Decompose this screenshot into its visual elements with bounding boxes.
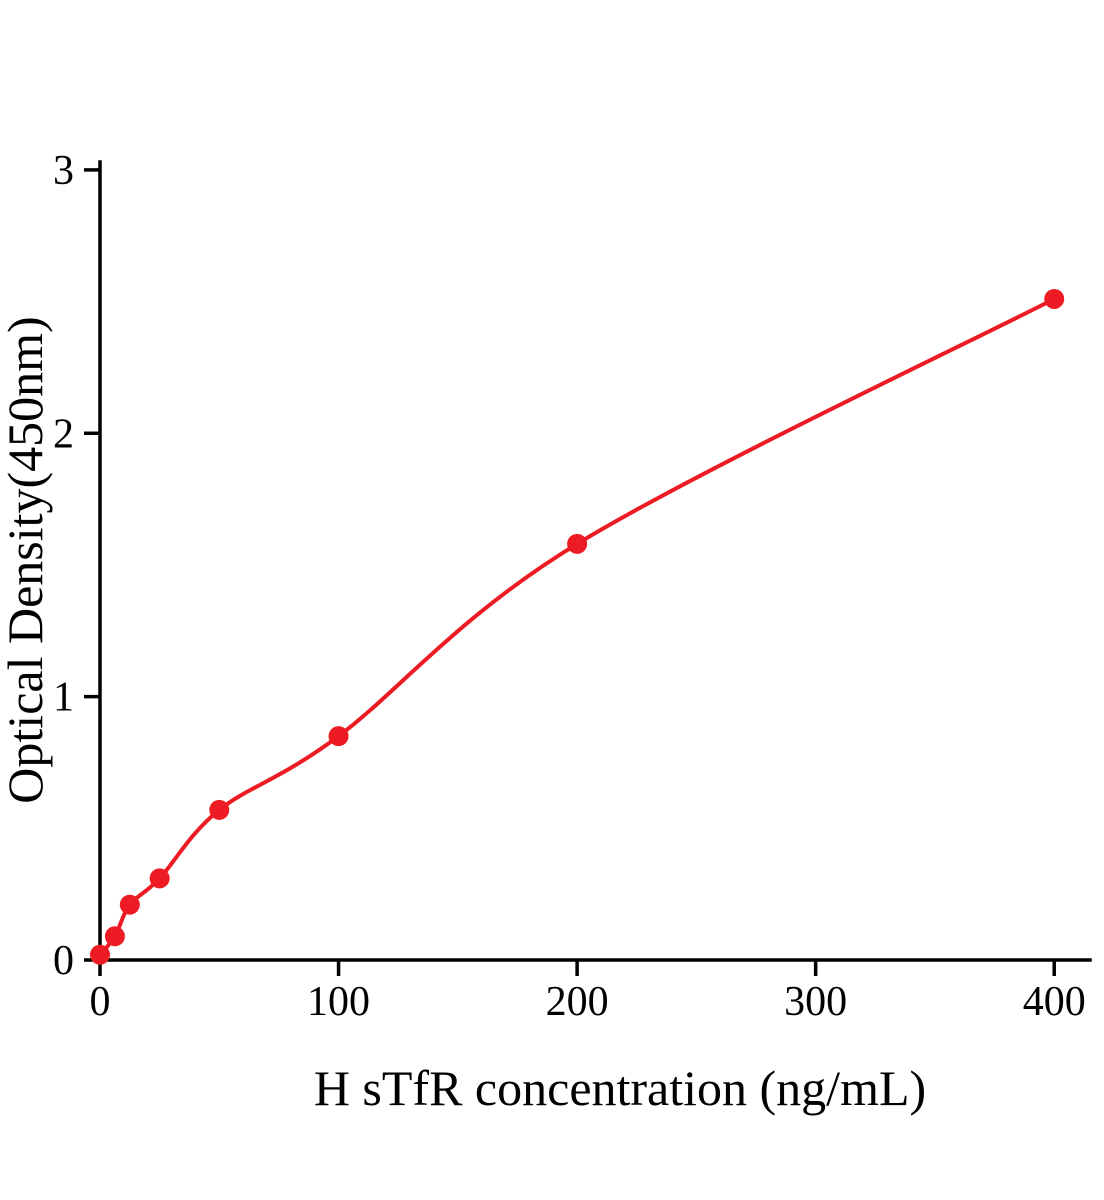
series-layer [90,288,1065,965]
axes-layer [98,160,1092,962]
data-point [119,894,140,915]
data-point [328,726,349,747]
x-axis-title: H sTfR concentration (ng/mL) [314,1060,926,1116]
fit-curve [98,297,1057,957]
x-tick-label: 300 [784,979,847,1025]
ticks-layer: 0 100 200 300 400 0 1 2 3 [53,148,1086,1025]
y-tick-label: 3 [53,148,74,194]
data-point [149,868,170,889]
data-point [90,944,110,965]
y-tick-label: 0 [53,938,74,984]
data-point [104,926,125,947]
data-point [209,799,230,820]
data-point [1044,288,1065,309]
x-tick-label: 400 [1023,979,1086,1025]
x-tick-label: 100 [307,979,370,1025]
y-tick-label: 1 [53,675,74,721]
data-point [567,533,588,554]
x-tick-label: 200 [546,979,609,1025]
x-tick-label: 0 [90,979,111,1025]
y-axis-title: Optical Density(450nm) [0,316,53,803]
y-tick-label: 2 [53,411,74,457]
